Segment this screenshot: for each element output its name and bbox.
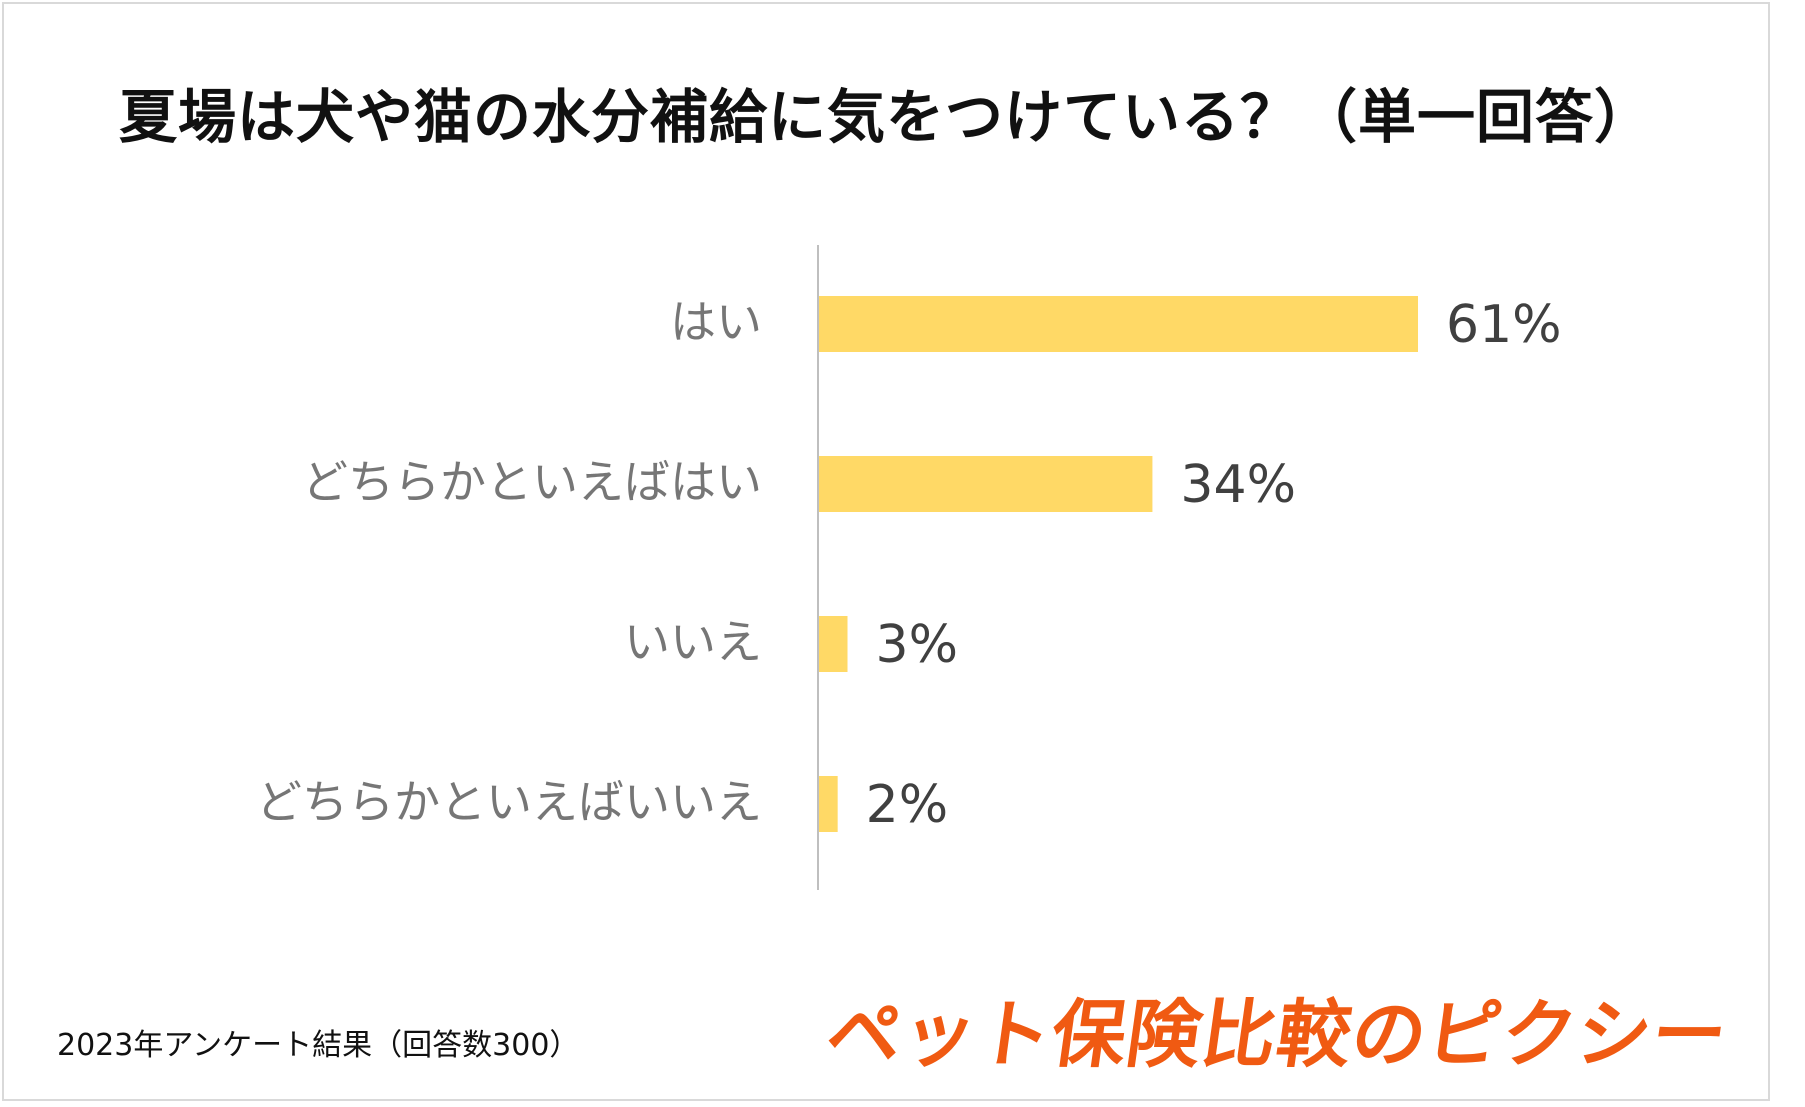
category-label: どちらかといえばはい <box>302 455 762 509</box>
bar <box>818 456 1153 512</box>
bar <box>818 296 1418 352</box>
category-label: はい <box>670 295 762 349</box>
value-label: 61% <box>1446 295 1562 355</box>
bar <box>818 776 838 832</box>
value-label: 34% <box>1180 455 1296 515</box>
survey-footnote: 2023年アンケート結果（回答数300） <box>57 1028 580 1063</box>
chart-frame <box>2 2 1770 1101</box>
chart-title: 夏場は犬や猫の水分補給に気をつけている？（単一回答） <box>118 83 1653 151</box>
bar <box>818 616 848 672</box>
value-label: 3% <box>876 615 959 675</box>
category-label: どちらかといえばいいえ <box>256 775 762 829</box>
brand-logo: ペット保険比較のピクシー <box>821 992 1734 1078</box>
value-label: 2% <box>866 775 949 835</box>
category-label: いいえ <box>624 615 762 669</box>
